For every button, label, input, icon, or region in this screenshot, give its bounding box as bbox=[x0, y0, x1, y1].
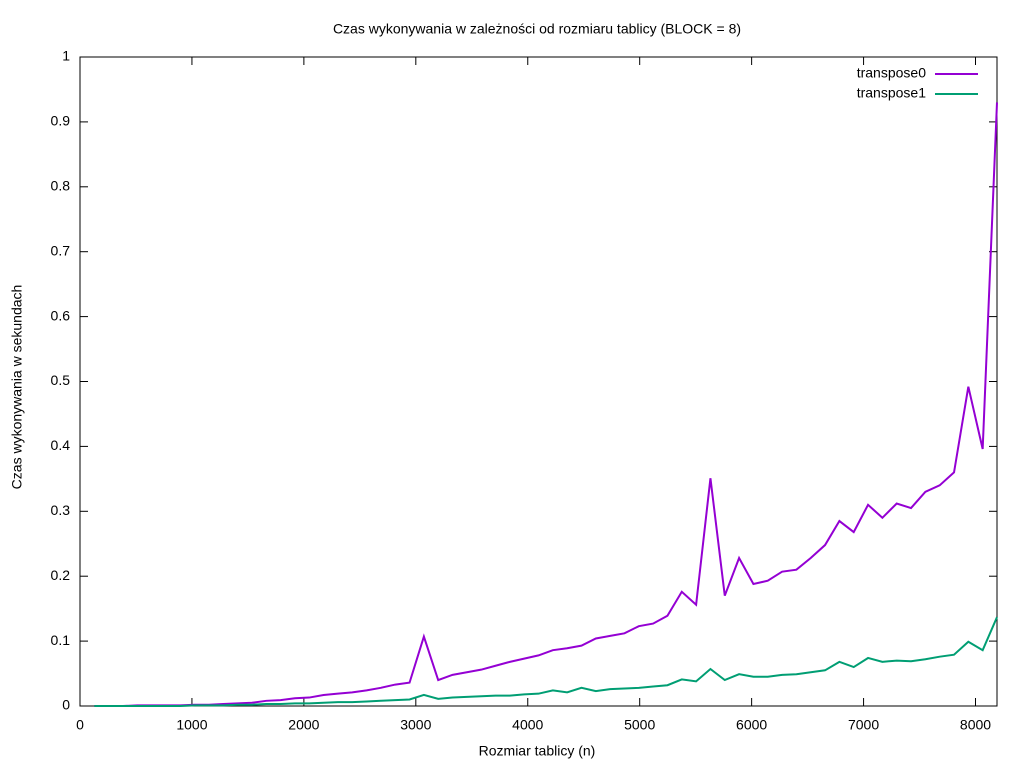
legend-label: transpose0 bbox=[857, 65, 926, 81]
y-tick-label: 0.6 bbox=[51, 307, 71, 323]
chart-title: Czas wykonywania w zależności od rozmiar… bbox=[333, 21, 741, 37]
y-tick-label: 0.4 bbox=[51, 437, 71, 453]
x-tick-label: 1000 bbox=[176, 717, 207, 733]
y-axis-label: Czas wykonywania w sekundach bbox=[9, 285, 25, 490]
y-tick-label: 1 bbox=[62, 48, 70, 64]
y-tick-label: 0.3 bbox=[51, 502, 71, 518]
x-tick-label: 0 bbox=[76, 717, 84, 733]
x-tick-label: 3000 bbox=[400, 717, 431, 733]
legend-label: transpose1 bbox=[857, 85, 926, 101]
plot-border bbox=[79, 56, 998, 707]
y-tick-label: 0.7 bbox=[51, 242, 71, 258]
y-tick-label: 0.1 bbox=[51, 632, 71, 648]
x-tick-label: 7000 bbox=[848, 717, 879, 733]
x-tick-label: 4000 bbox=[512, 717, 543, 733]
series-line bbox=[94, 102, 998, 707]
y-tick-label: 0.5 bbox=[51, 372, 71, 388]
y-tick-label: 0.2 bbox=[51, 567, 71, 583]
x-tick-label: 6000 bbox=[736, 717, 767, 733]
x-tick-label: 2000 bbox=[288, 717, 319, 733]
y-tick-label: 0.8 bbox=[51, 178, 71, 194]
y-tick-label: 0 bbox=[62, 697, 70, 713]
y-tick-label: 0.9 bbox=[51, 113, 71, 129]
x-tick-label: 8000 bbox=[960, 717, 991, 733]
x-axis-label: Rozmiar tablicy (n) bbox=[479, 743, 596, 759]
x-tick-label: 5000 bbox=[624, 717, 655, 733]
series-line bbox=[94, 616, 998, 707]
